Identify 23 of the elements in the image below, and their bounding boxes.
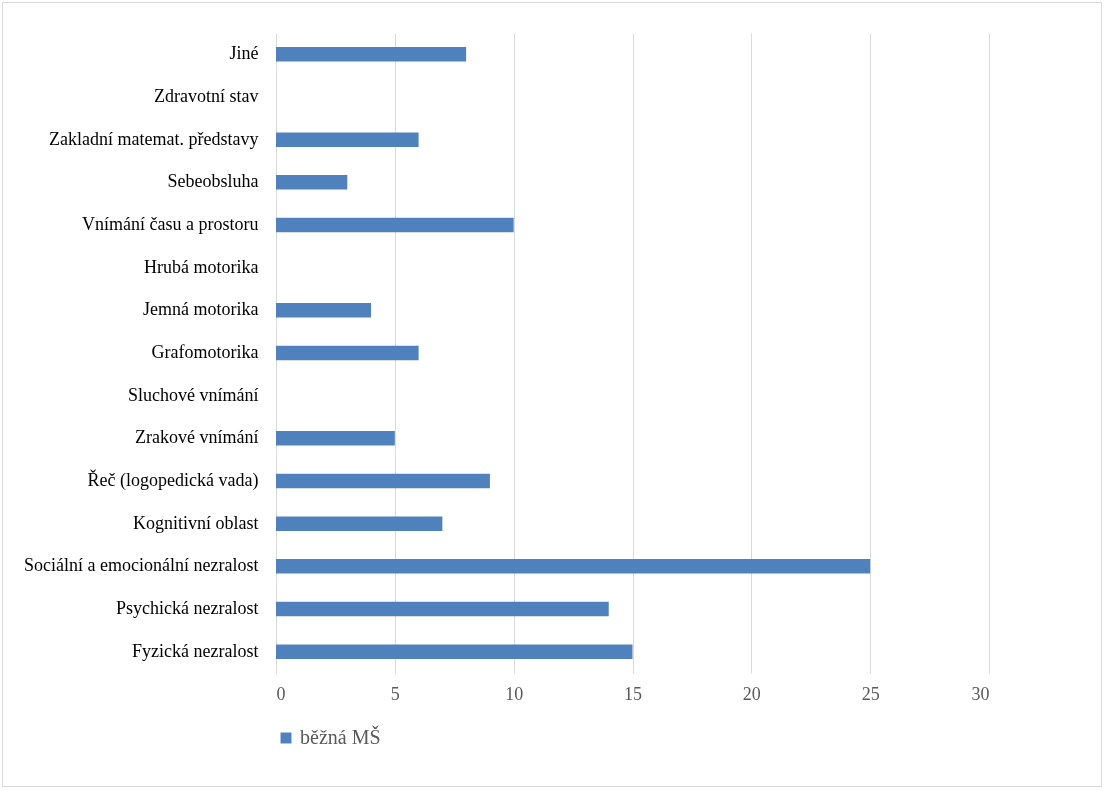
- x-tick-label: 10: [505, 683, 524, 704]
- y-tick-label: Zakladní matemat. představy: [49, 128, 259, 149]
- y-tick-label: Hrubá motorika: [144, 256, 259, 277]
- x-tick-label: 15: [624, 683, 642, 704]
- y-tick-label: Kognitivní oblast: [133, 512, 259, 533]
- y-tick-label: Jemná motorika: [143, 299, 259, 320]
- y-tick-label: Jiné: [229, 43, 259, 64]
- x-tick-label: 20: [742, 683, 761, 704]
- legend-label: běžná MŠ: [300, 725, 381, 748]
- y-tick-label: Fyzická nezralost: [132, 640, 259, 661]
- y-tick-label: Zrakové vnímání: [135, 427, 259, 448]
- y-tick-label: Psychická nezralost: [116, 598, 259, 618]
- y-tick-label: Zdravotní stav: [154, 86, 259, 106]
- x-tick-label: 0: [276, 683, 286, 704]
- y-tick-label: Vnímání času a prostoru: [82, 214, 259, 234]
- y-tick-label: Řeč (logopedická vada): [87, 469, 259, 491]
- y-tick-label: Sociální a emocionální nezralost: [24, 555, 259, 576]
- y-tick-label: Sebeobsluha: [167, 171, 259, 192]
- y-tick-label: Grafomotorika: [151, 342, 259, 362]
- x-tick-label: 5: [390, 683, 400, 704]
- y-tick-label: Sluchové vnímání: [128, 384, 259, 405]
- x-tick-label: 25: [861, 683, 880, 704]
- x-tick-label: 30: [971, 683, 990, 704]
